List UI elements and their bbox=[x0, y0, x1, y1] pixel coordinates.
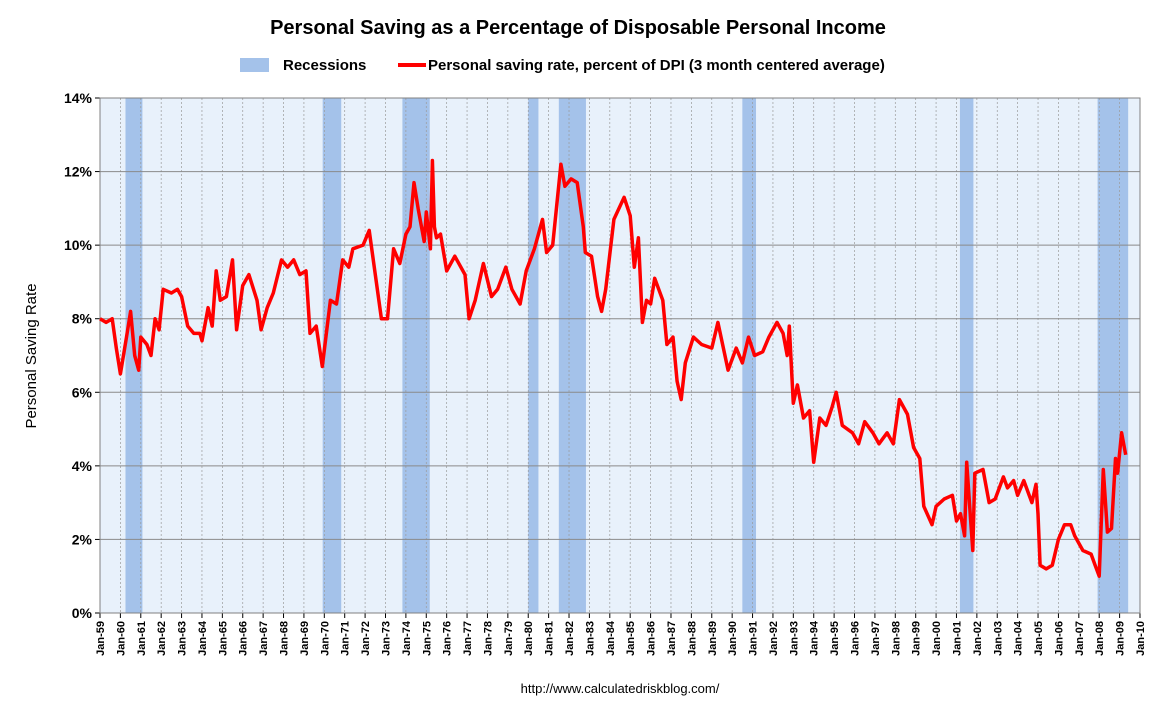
x-tick-label: Jan-80 bbox=[523, 621, 535, 656]
x-tick-label: Jan-74 bbox=[401, 620, 413, 656]
x-tick-label: Jan-91 bbox=[748, 621, 760, 656]
y-tick-label: 0% bbox=[72, 605, 93, 621]
x-tick-label: Jan-09 bbox=[1115, 621, 1127, 656]
y-tick-label: 12% bbox=[64, 164, 93, 180]
y-axis-label: Personal Saving Rate bbox=[23, 283, 40, 428]
x-tick-label: Jan-66 bbox=[238, 621, 250, 656]
legend-swatch-recessions bbox=[240, 58, 269, 72]
x-tick-label: Jan-99 bbox=[911, 621, 923, 656]
x-tick-label: Jan-03 bbox=[992, 621, 1004, 656]
x-tick-label: Jan-86 bbox=[646, 621, 658, 656]
x-tick-label: Jan-92 bbox=[768, 621, 780, 656]
recession-band bbox=[528, 98, 539, 613]
recession-band bbox=[402, 98, 430, 613]
x-tick-label: Jan-63 bbox=[177, 621, 189, 656]
x-tick-label: Jan-77 bbox=[462, 621, 474, 656]
x-tick-label: Jan-00 bbox=[931, 621, 943, 656]
x-tick-label: Jan-94 bbox=[809, 620, 821, 656]
x-tick-label: Jan-72 bbox=[360, 621, 372, 656]
x-tick-label: Jan-79 bbox=[503, 621, 515, 656]
x-tick-label: Jan-08 bbox=[1094, 621, 1106, 656]
x-tick-label: Jan-88 bbox=[686, 621, 698, 656]
y-tick-label: 14% bbox=[64, 90, 93, 106]
recession-band bbox=[959, 98, 974, 613]
x-tick-label: Jan-87 bbox=[666, 621, 678, 656]
legend-label: Personal saving rate, percent of DPI (3 … bbox=[428, 57, 885, 74]
x-tick-label: Jan-84 bbox=[605, 620, 617, 656]
y-tick-label: 6% bbox=[72, 384, 93, 400]
x-tick-label: Jan-97 bbox=[870, 621, 882, 656]
x-tick-label: Jan-69 bbox=[299, 621, 311, 656]
x-tick-label: Jan-95 bbox=[829, 621, 841, 656]
x-tick-label: Jan-76 bbox=[442, 621, 454, 656]
x-tick-label: Jan-10 bbox=[1135, 621, 1147, 656]
x-tick-label: Jan-96 bbox=[850, 621, 862, 656]
legend-label: Recessions bbox=[283, 57, 366, 74]
plot: Jan-59 Jan-60 Jan-61 Jan-62 Jan-63 Jan-64 Jan-… bbox=[64, 90, 1147, 656]
x-tick-label: Jan-61 bbox=[136, 621, 148, 656]
y-tick-label: 10% bbox=[64, 237, 93, 253]
x-tick-label: Jan-65 bbox=[217, 621, 229, 656]
x-tick-label: Jan-90 bbox=[727, 621, 739, 656]
x-tick-label: Jan-02 bbox=[972, 621, 984, 656]
x-tick-label: Jan-73 bbox=[380, 621, 392, 656]
x-tick-label: Jan-82 bbox=[564, 621, 576, 656]
x-tick-label: Jan-75 bbox=[421, 621, 433, 656]
x-tick-label: Jan-71 bbox=[340, 621, 352, 656]
x-tick-label: Jan-70 bbox=[319, 621, 331, 656]
x-tick-label: Jan-01 bbox=[951, 621, 963, 656]
y-tick-label: 4% bbox=[72, 458, 93, 474]
x-tick-label: Jan-89 bbox=[707, 621, 719, 656]
x-tick-label: Jan-62 bbox=[156, 621, 168, 656]
x-tick-label: Jan-83 bbox=[584, 621, 596, 656]
y-tick-label: 2% bbox=[72, 531, 93, 547]
y-tick-label: 8% bbox=[72, 311, 93, 327]
plot-area bbox=[100, 98, 1140, 613]
source: http://www.calculatedriskblog.com/ bbox=[521, 681, 720, 696]
x-tick-label: Jan-60 bbox=[115, 621, 127, 656]
plot-border bbox=[99, 97, 1141, 614]
x-tick-label: Jan-78 bbox=[482, 621, 494, 656]
x-tick-label: Jan-85 bbox=[625, 621, 637, 656]
x-tick-label: Jan-81 bbox=[544, 621, 556, 656]
recession-band bbox=[322, 98, 342, 613]
x-tick-label: Jan-64 bbox=[197, 620, 209, 656]
series-line bbox=[99, 158, 1128, 578]
x-tick-label: Jan-68 bbox=[279, 621, 291, 656]
x-tick-label: Jan-59 bbox=[95, 621, 107, 656]
x-tick-label: Jan-67 bbox=[258, 621, 270, 656]
x-tick-label: Jan-07 bbox=[1074, 621, 1086, 656]
x-tick-label: Jan-05 bbox=[1033, 621, 1045, 656]
chart-title: Personal Saving as a Percentage of Dispo… bbox=[270, 17, 886, 39]
x-tick-label: Jan-98 bbox=[890, 621, 902, 656]
x-tick-label: Jan-93 bbox=[788, 621, 800, 656]
x-tick-label: Jan-06 bbox=[1053, 621, 1065, 656]
x-tick-label: Jan-04 bbox=[1013, 620, 1025, 656]
